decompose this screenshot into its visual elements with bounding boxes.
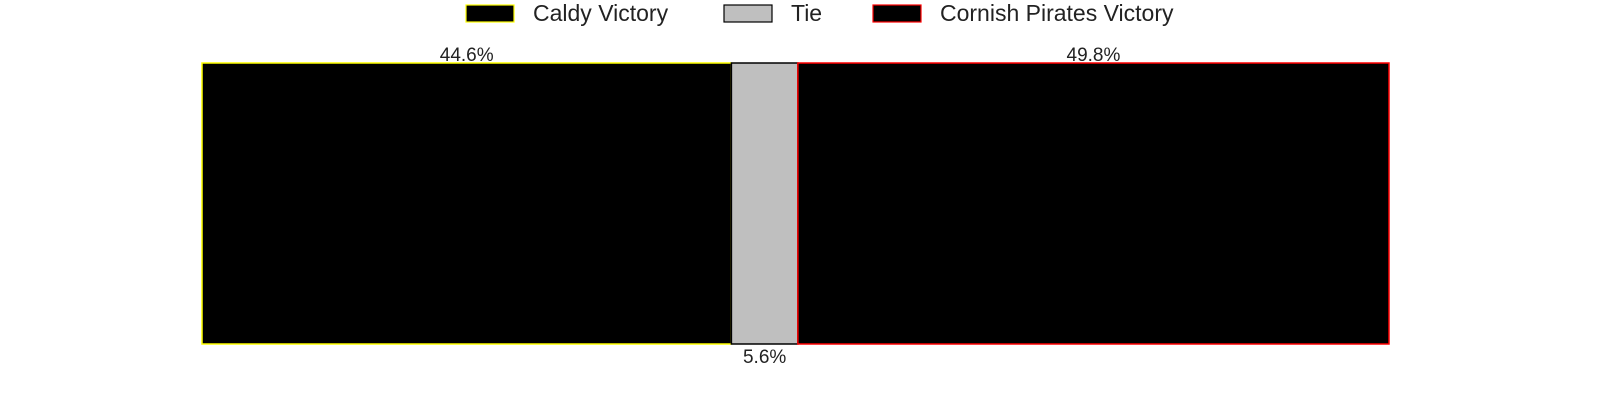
legend-label-cornish-pirates-victory: Cornish Pirates Victory [940,0,1174,26]
legend-swatch-cornish-pirates-victory [872,4,922,23]
legend-swatch-caldy-victory [465,4,515,23]
bar-segments [201,62,1390,345]
bar-segment-cornish-pirates-victory [797,62,1390,345]
value-label-caldy-victory: 44.6% [440,45,494,66]
legend-swatch-tie [723,4,773,23]
value-label-cornish-pirates-victory: 49.8% [1067,45,1121,66]
bar-segment-tie [730,62,799,345]
bar-segment-caldy-victory [201,62,733,345]
chart-legend: Caldy Victory Tie Cornish Pirates Victor… [465,0,1174,26]
legend-label-tie: Tie [791,0,822,26]
value-label-tie: 5.6% [743,347,786,368]
legend-label-caldy-victory: Caldy Victory [533,0,669,26]
bar-value-labels: 44.6% 5.6% 49.8% [440,45,1121,368]
